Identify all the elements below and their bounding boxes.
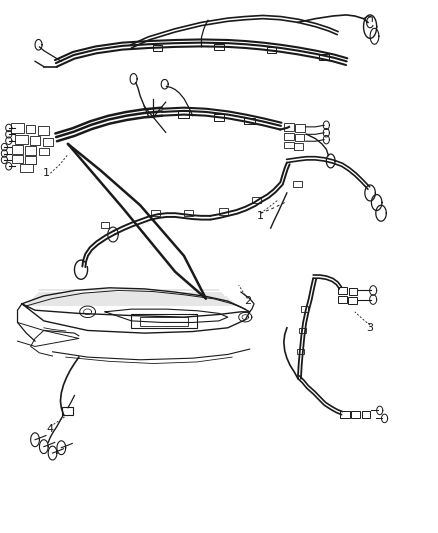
Bar [297,349,304,354]
Bar [25,156,36,164]
Text: 2: 2 [244,296,251,306]
Bar [12,155,23,163]
Bar [299,328,306,333]
Bar [340,411,350,418]
Bar [178,111,189,118]
Bar [219,208,228,215]
Bar [284,123,294,131]
Bar [12,145,23,154]
Bar [295,124,305,132]
Bar [39,126,49,135]
Bar [294,142,303,149]
Bar [43,138,53,146]
Bar [244,117,255,124]
Bar [151,210,160,216]
Bar [284,141,294,148]
Bar [293,181,302,187]
Bar [319,54,329,60]
Bar [20,164,33,172]
Bar [351,411,360,418]
Bar [214,44,224,50]
Bar [348,297,357,304]
Bar [15,135,28,144]
Bar [62,407,73,416]
Bar [349,288,357,295]
Bar [284,133,294,140]
Bar [214,114,224,120]
Bar [338,296,347,303]
Bar [267,47,276,53]
Bar [362,411,370,418]
Text: 3: 3 [367,323,374,333]
Bar [338,287,347,294]
Bar [301,306,308,312]
Bar [101,222,109,228]
Bar [131,314,197,328]
Bar [39,148,49,155]
Bar [26,125,35,133]
Text: 1: 1 [257,211,264,221]
Bar [153,45,162,51]
Bar [140,317,188,326]
Bar [184,210,193,216]
Text: 4: 4 [47,424,54,434]
Bar [295,134,304,141]
Bar [11,123,24,133]
Text: 1: 1 [42,168,49,178]
Bar [30,136,40,145]
Bar [252,197,261,203]
Bar [25,146,36,155]
